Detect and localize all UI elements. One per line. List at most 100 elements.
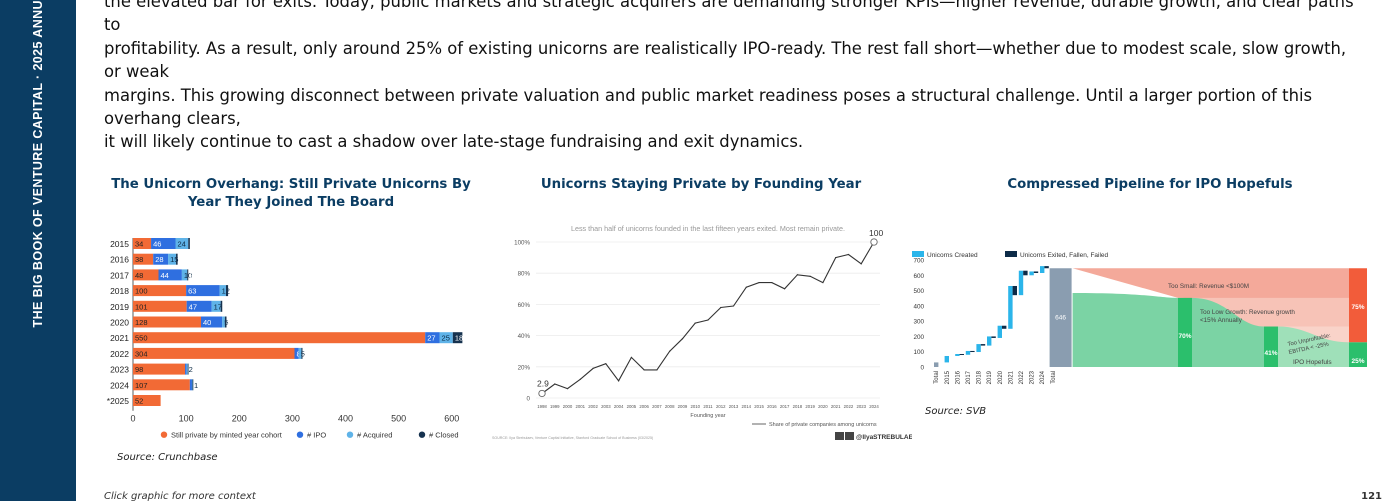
chart1-bar-segment: [186, 363, 188, 375]
chart2-x-tick: 2005: [627, 404, 637, 409]
chart2-svg[interactable]: Less than half of unicorns founded in th…: [490, 218, 912, 442]
chart1-data-label: 2: [189, 271, 193, 280]
chart3-created-bar: [976, 344, 981, 353]
chart1-legend-label: # Closed: [429, 431, 459, 440]
chart1-data-label: 52: [135, 397, 143, 406]
chart1-category-label: *2025: [107, 396, 129, 406]
chart1-bar-segment: [220, 300, 223, 312]
chart1-bar-segment: [185, 363, 187, 375]
chart3-x-tick: 2023: [1030, 370, 1036, 384]
chart1-bar-segment: [133, 332, 426, 344]
body-line: margins. This growing disconnect between…: [104, 85, 1313, 129]
chart1-category-label: 2015: [110, 239, 129, 249]
chart1-svg[interactable]: 2015344624320163828153201748441022018100…: [100, 232, 480, 444]
chart3-created-bar: [965, 350, 971, 355]
chart1-bar-segment: [189, 379, 192, 391]
chart1-bar-segment: [201, 316, 223, 328]
chart2-x-tick: 2017: [780, 404, 790, 409]
chart1-bar-segment: [294, 347, 299, 359]
chart3-y-tick: 100: [913, 349, 924, 356]
chart3-funnel-node: [1264, 326, 1278, 367]
chart1-bar-segment: [158, 269, 182, 281]
chart1-bar-segment: [133, 269, 159, 281]
chart1-bar-segment: [192, 379, 194, 391]
chart2-point: [605, 363, 607, 365]
chart2-y-tick: 60%: [518, 302, 531, 309]
chart1-legend-label: # Acquired: [357, 431, 392, 440]
chart2-x-tick: 2010: [690, 404, 700, 409]
chart1-category-label: 2016: [110, 255, 129, 265]
chart1-bar-segment: [133, 300, 187, 312]
chart3-funnel-node: [1349, 342, 1367, 367]
chart2-y-tick: 80%: [518, 271, 531, 278]
chart1-data-label: 47: [189, 302, 197, 311]
chart3-y-tick: 600: [913, 273, 924, 280]
chart2-x-label: Founding year: [690, 413, 725, 419]
chart1-data-label: 5: [301, 349, 305, 358]
chart1-legend-marker: [160, 431, 168, 438]
chart3-x-tick: 2018: [977, 370, 983, 384]
chart2-series-line: [541, 241, 875, 394]
chart2-x-tick: 2014: [742, 404, 752, 409]
chart2-point: [822, 281, 824, 284]
chart1-data-label: 4: [192, 381, 196, 390]
chart2-x-tick: 2003: [601, 404, 611, 409]
chart2-legend-label: Share of private companies among unicorn…: [769, 422, 877, 428]
chart1-category-label: 2022: [110, 349, 129, 359]
chart3-legend-marker: [912, 251, 924, 257]
chart2-x-tick: 2022: [844, 404, 854, 409]
chart3-funnel-share: 41%: [1264, 350, 1277, 357]
body-line: it will likely continue to cast a shadow…: [104, 132, 804, 152]
chart1-category-label: 2020: [110, 318, 129, 328]
chart2-x-tick: 2018: [793, 404, 803, 409]
chart1-data-label: 48: [135, 271, 143, 280]
chart1-bar-segment: [133, 316, 201, 328]
chart1-data-label: 3: [187, 365, 191, 374]
chart1-category-label: 2017: [110, 270, 129, 280]
chart1-data-label: 18: [455, 334, 463, 343]
chart3-y-tick: 0: [920, 365, 924, 372]
chart3-exited-bar: [1012, 285, 1017, 296]
chart2-point: [732, 305, 735, 307]
chart3-exited-bar: [1044, 266, 1049, 269]
chart1-legend-label: # IPO: [307, 431, 326, 440]
chart3-x-tick: 2020: [998, 370, 1004, 384]
chart3-created-bar: [997, 325, 1002, 338]
chart1-category-label: 2018: [110, 286, 129, 296]
chart3-x-tick: 2022: [1019, 370, 1025, 384]
chart2-source-note: SOURCE: Ilya Strebulaev, Venture Capital…: [492, 436, 653, 440]
chart1-bar-segment: [133, 363, 186, 375]
chart1-data-label: 27: [427, 334, 435, 343]
chart3-x-tick: 2015: [945, 370, 951, 384]
chart2-x-tick: 2006: [639, 404, 649, 409]
chart3-x-tick: Total: [934, 371, 940, 384]
chart1-bar-segment: [452, 332, 463, 344]
chart1-data-label: 38: [135, 255, 143, 264]
chart1-legend-marker: [346, 431, 354, 438]
footer-context-link[interactable]: Click graphic for more context: [104, 491, 256, 502]
chart1-data-label: 3: [223, 302, 227, 311]
chart2-point: [554, 383, 556, 385]
chart2-end-label: 100: [869, 228, 883, 238]
chart1-bar-segment: [186, 285, 220, 297]
chart1-data-label: 15: [170, 255, 178, 264]
chart2-point: [630, 356, 632, 359]
chart1-data-label: 24: [178, 240, 186, 249]
chart1-data-label: 3: [227, 318, 231, 327]
chart3-funnel-node: [1349, 268, 1367, 343]
chart1-bar-segment: [225, 285, 229, 297]
chart1-bar-segment: [175, 238, 189, 249]
chart3-created-bar: [987, 336, 992, 346]
chart3-funnel-stage-label: <15% Annually: [1200, 317, 1243, 324]
chart3-svg[interactable]: Unicorns Created Unicorns Exited, Fallen,…: [908, 246, 1370, 400]
chart3-exited-bar: [1023, 270, 1028, 276]
chart1-bar-segment: [219, 285, 226, 297]
chart2-point: [656, 369, 658, 371]
chart1-bar-segment: [168, 253, 177, 265]
chart2-point: [694, 322, 696, 324]
chart1-data-label: 107: [135, 381, 148, 390]
chart1-data-label: 3: [178, 255, 182, 264]
chart1-title: The Unicorn Overhang: Still Private Unic…: [111, 177, 471, 210]
chart3-funnel-node: [1178, 297, 1192, 367]
chart3-created-bar: [1018, 270, 1024, 296]
